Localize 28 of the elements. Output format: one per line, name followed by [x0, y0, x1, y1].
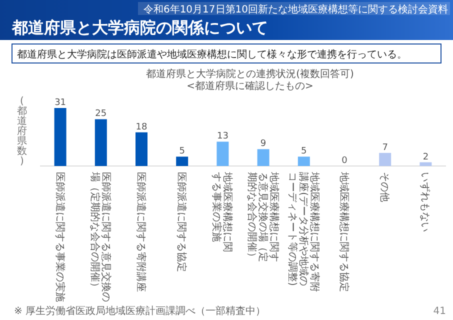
data-label: 5 [301, 146, 307, 157]
text: 都道府県と大学病院との連携状況(複数回答可) [146, 68, 354, 80]
x-tick-label: 地域医療構想に関する事業の実施 [210, 172, 233, 252]
x-tick-label: 医師派遣に関する事業の実施 [54, 172, 65, 302]
text: <都道府県に確認したもの> [186, 80, 314, 92]
text: 41 [433, 306, 446, 317]
x-tick-label: いずれもない [419, 172, 430, 232]
data-label: 5 [179, 146, 185, 157]
x-tick-label: その他 [378, 172, 390, 202]
x-tick-label: 地域医療構想に関する協定 [338, 172, 349, 292]
x-tick-label: 医師派遣に関する寄附講座 [135, 172, 146, 292]
title: 都道府県と大学病院の関係について [12, 18, 268, 37]
data-label: 13 [216, 132, 228, 142]
data-label: 18 [136, 122, 148, 132]
data-label: 7 [382, 142, 388, 153]
ylabel: (都道府県数) [17, 96, 27, 167]
subtitle: 都道府県と大学病院は医師派遣や地域医療構想に関して様々な形で連携を行っている。 [17, 50, 407, 60]
text: 令和6年10月17日第10回新たな地域医療構想等に関する検討会資料 [143, 4, 448, 16]
data-label: 9 [260, 139, 266, 150]
data-label: 2 [422, 152, 429, 162]
text: ※ 厚生労働省医政局地域医療計画課調べ（一部精査中） [14, 305, 266, 317]
data-label: 0 [342, 156, 348, 166]
x-tick-label: 地域医療構想に関する寄附講座(データ分析や地域のコーディネート等の調整) [286, 172, 320, 292]
x-tick-label: 医師派遣に関する協定 [176, 172, 187, 272]
x-tick-label: 医師派遣に関する意見交換の場（定期的な会合の開催） [88, 172, 111, 302]
data-label: 31 [54, 98, 66, 108]
x-tick-label: 地域医療構想に関する意見交換の場（定期的な会合の開催） [246, 172, 279, 262]
data-label: 25 [95, 109, 107, 120]
